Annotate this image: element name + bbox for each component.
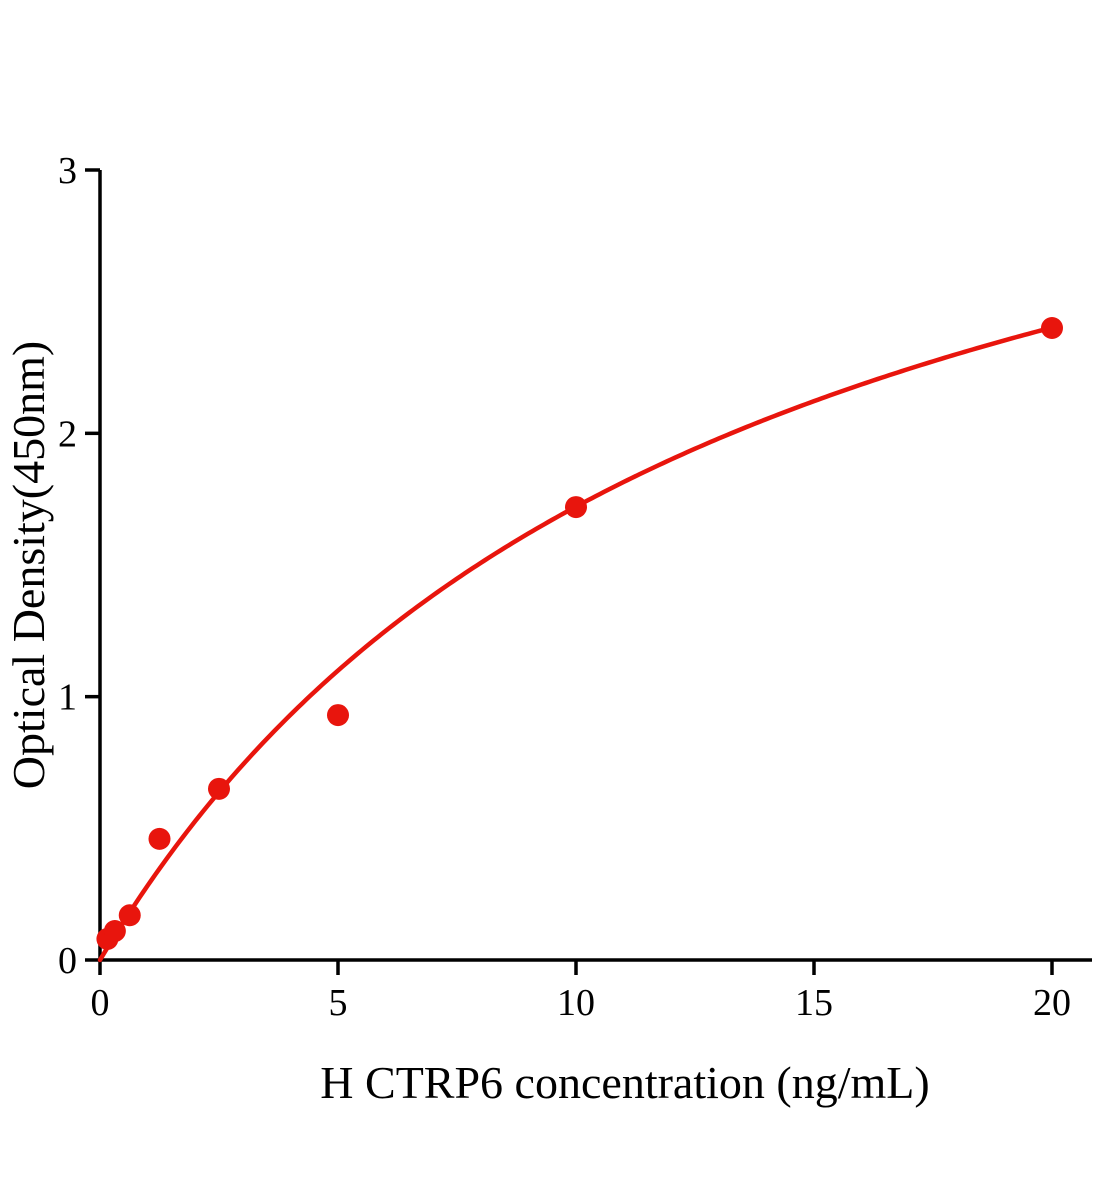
- y-tick-label: 0: [58, 940, 77, 982]
- fit-curve: [97, 325, 1055, 963]
- x-axis-title: H CTRP6 concentration (ng/mL): [320, 1057, 929, 1108]
- x-tick-label: 5: [329, 982, 348, 1024]
- y-tick-label: 1: [58, 677, 77, 719]
- data-point: [148, 827, 171, 850]
- data-point: [103, 920, 126, 943]
- y-axis-title: Optical Density(450nm): [3, 341, 54, 789]
- x-tick-label: 0: [91, 982, 110, 1024]
- fit-curve-path: [97, 325, 1055, 963]
- x-tick-label: 10: [557, 982, 595, 1024]
- data-point: [118, 904, 141, 927]
- tick-labels: 0 1 2 3 0 5 10 15 20: [58, 150, 1071, 1024]
- data-point: [1041, 317, 1063, 339]
- data-points: [96, 317, 1063, 950]
- data-point: [208, 777, 230, 800]
- axes: [85, 168, 1092, 975]
- x-tick-label: 20: [1033, 982, 1071, 1024]
- x-tick-label: 15: [795, 982, 833, 1024]
- data-point: [565, 496, 587, 519]
- data-point: [327, 704, 349, 727]
- y-tick-label: 3: [58, 150, 77, 192]
- y-tick-label: 2: [58, 413, 77, 455]
